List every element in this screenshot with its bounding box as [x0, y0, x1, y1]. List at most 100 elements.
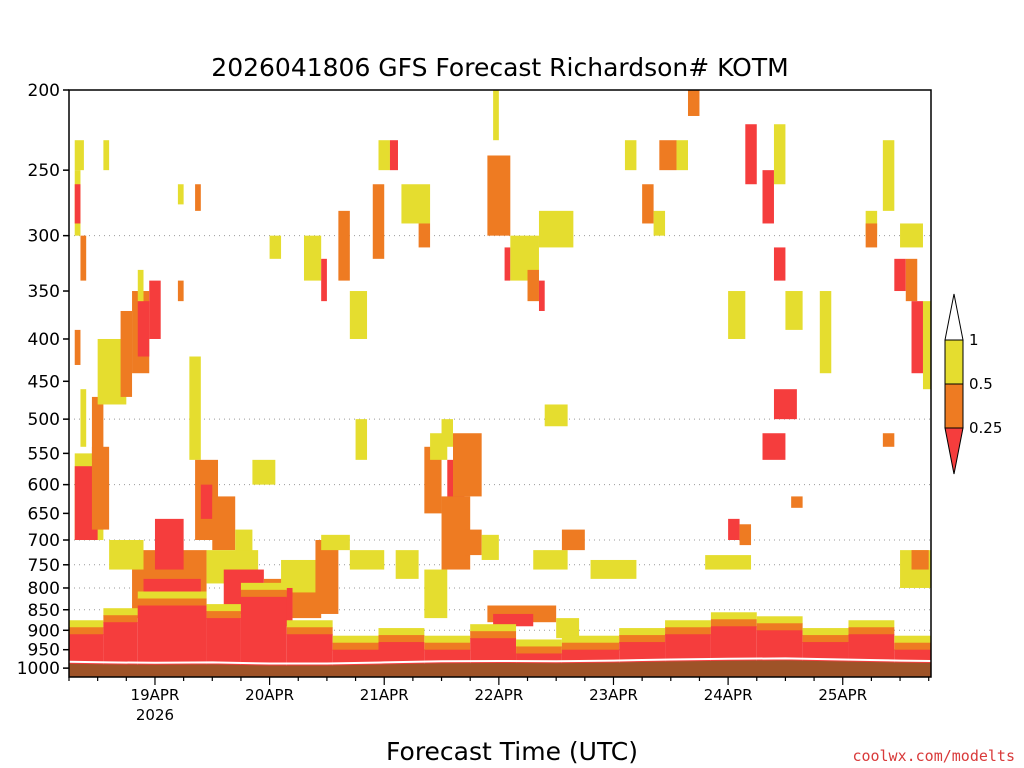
ri-cell	[922, 301, 931, 390]
ri-cell	[848, 620, 895, 629]
ri-cell	[538, 210, 574, 248]
ri-cell	[527, 269, 539, 302]
ri-cell	[286, 627, 333, 636]
ri-cell	[802, 628, 849, 637]
ri-cell	[900, 223, 923, 248]
ri-cell	[687, 90, 700, 116]
ri-cell	[544, 404, 568, 427]
ri-cell	[378, 140, 390, 171]
ri-cell	[464, 529, 482, 556]
y-tick-label: 1000	[17, 659, 60, 679]
ri-cell	[120, 310, 133, 397]
legend-label: 0.5	[969, 375, 993, 393]
ri-cell	[819, 291, 832, 374]
ri-cell	[516, 639, 562, 648]
ri-cell	[372, 184, 385, 259]
ri-cell	[200, 484, 213, 519]
y-axis: 200 250 300 350 400 450 500 550 600 650 700 750 8008…	[17, 81, 69, 679]
ri-cell	[206, 611, 241, 620]
ri-cell	[338, 210, 350, 281]
ri-cell	[424, 642, 471, 651]
ri-cell	[561, 642, 620, 651]
ri-cell	[303, 235, 322, 281]
ri-cell	[710, 619, 757, 628]
ri-cell	[894, 642, 931, 651]
y-tick-label: 700	[28, 531, 60, 551]
ri-cell	[103, 140, 110, 171]
ri-cell	[516, 646, 562, 655]
ri-cell	[418, 223, 431, 248]
ri-cell	[240, 582, 287, 591]
ri-cell	[349, 550, 385, 570]
ri-cell	[745, 124, 757, 185]
x-tick-label: 21APR	[360, 686, 409, 704]
ri-cell	[756, 623, 803, 632]
ri-cell	[349, 291, 368, 339]
y-tick-label: 900	[28, 621, 60, 641]
y-tick-label: 800	[28, 579, 60, 599]
ri-cell	[378, 635, 425, 644]
credit-text: coolwx.com/modelts	[852, 747, 1015, 765]
ri-cell	[470, 624, 517, 633]
ri-cell	[504, 247, 511, 281]
ri-cell	[561, 635, 620, 644]
ri-cell	[453, 433, 482, 497]
ri-cell	[378, 628, 425, 637]
ri-cell	[728, 291, 746, 339]
ri-cell	[424, 635, 471, 644]
ri-cell	[905, 258, 918, 302]
ri-cell	[710, 612, 757, 621]
legend-swatch	[944, 339, 964, 385]
ri-cell	[103, 615, 138, 624]
ri-cell	[332, 642, 379, 651]
ri-cell	[252, 459, 276, 485]
y-tick-label: 500	[28, 410, 60, 430]
ri-cell	[882, 140, 895, 211]
x-tick-label: 22APR	[474, 686, 523, 704]
ri-cell	[642, 184, 654, 224]
ri-cell	[74, 329, 81, 365]
ri-cell	[91, 446, 110, 530]
ri-cell	[533, 550, 568, 570]
ri-cell	[619, 628, 666, 637]
legend-label: 1	[969, 331, 979, 349]
chart-title: 2026041806 GFS Forecast Richardson# KOTM	[211, 53, 788, 82]
ri-cell	[389, 140, 398, 171]
ri-cell	[470, 631, 517, 640]
ri-cell	[538, 280, 545, 311]
ri-cell	[802, 635, 849, 644]
ri-cell	[848, 627, 895, 636]
ri-cell	[137, 269, 144, 302]
ri-cell	[195, 184, 201, 211]
ground-layer	[69, 657, 931, 677]
ri-cell	[487, 155, 511, 236]
ri-cell	[292, 592, 322, 619]
ri-cell	[911, 301, 923, 374]
x-tick-label: 20APR	[245, 686, 294, 704]
ri-cell	[773, 389, 797, 420]
ri-cell	[321, 534, 350, 551]
ri-cell	[441, 419, 454, 447]
y-tick-label: 300	[28, 227, 60, 247]
ri-cell	[791, 496, 803, 508]
ri-cell	[493, 613, 534, 627]
ri-cell	[665, 627, 711, 636]
ri-cell	[911, 550, 929, 570]
ri-cell	[894, 258, 906, 292]
y-tick-label: 250	[28, 161, 60, 181]
y-tick-label: 450	[28, 372, 60, 392]
ri-cell	[91, 396, 104, 460]
ri-cell	[206, 604, 241, 613]
ri-cell	[894, 635, 931, 644]
ri-cell	[240, 596, 287, 677]
ground-fill	[69, 660, 931, 677]
ri-cell	[624, 140, 637, 171]
ri-cell	[653, 210, 666, 236]
ri-cell	[590, 559, 637, 579]
ri-cell	[561, 529, 585, 551]
y-tick-label: 950	[28, 641, 60, 661]
legend: 1 0.5 0.25	[944, 293, 1002, 475]
ri-cell	[80, 389, 87, 447]
ri-cell	[865, 210, 878, 236]
